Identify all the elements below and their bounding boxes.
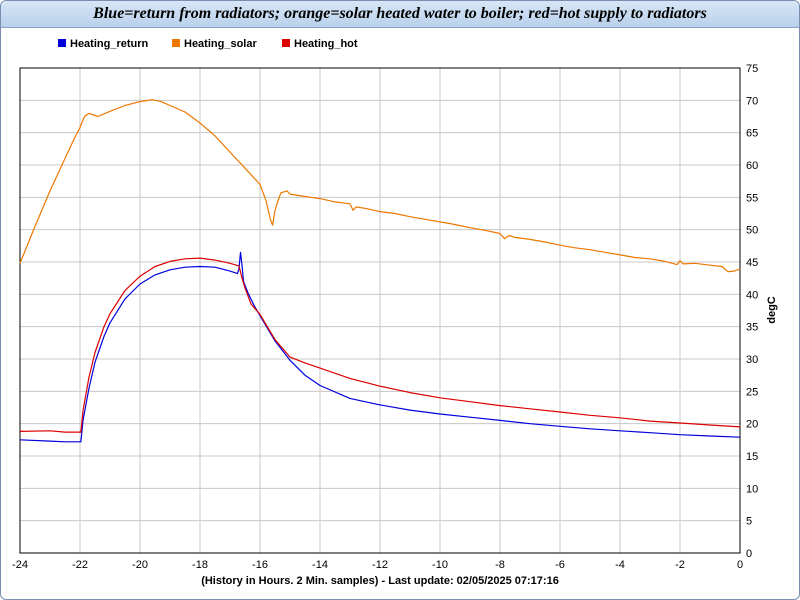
y-tick-label: 5 xyxy=(746,516,752,528)
x-axis-label: (History in Hours. 2 Min. samples) - Las… xyxy=(201,575,559,587)
series-line-heating-solar xyxy=(19,99,741,273)
tick-labels: -24 -22 -20 -18 -16 -14 -12 -10 -8 -6 -4 -2 00510152… xyxy=(12,63,758,571)
x-tick-label: -20 xyxy=(132,559,148,571)
series-lines xyxy=(19,99,741,443)
legend-label: Heating_hot xyxy=(294,38,358,50)
x-tick-label: -16 xyxy=(252,559,268,571)
title-bar xyxy=(1,1,799,28)
legend-swatch xyxy=(282,39,290,47)
chart-title: Blue=return from radiators; orange=solar… xyxy=(93,5,707,22)
y-tick-label: 75 xyxy=(746,63,758,75)
legend-label: Heating_solar xyxy=(184,38,257,50)
x-tick-label: -22 xyxy=(72,559,88,571)
legend-swatch xyxy=(172,39,180,47)
y-tick-label: 15 xyxy=(746,451,758,463)
y-tick-label: 25 xyxy=(746,386,758,398)
y-tick-label: 35 xyxy=(746,322,758,334)
x-tick-label: -4 xyxy=(615,559,625,571)
y-axis-label: degC xyxy=(766,296,778,324)
x-tick-label: -2 xyxy=(675,559,685,571)
y-tick-label: 30 xyxy=(746,354,758,366)
x-tick-label: -12 xyxy=(372,559,388,571)
series-line-heating-hot xyxy=(19,257,741,433)
x-tick-label: -6 xyxy=(555,559,565,571)
y-tick-label: 40 xyxy=(746,289,758,301)
y-tick-label: 10 xyxy=(746,483,758,495)
legend-swatch xyxy=(58,39,66,47)
x-tick-label: -18 xyxy=(192,559,208,571)
plot-border xyxy=(19,67,741,554)
y-tick-label: 55 xyxy=(746,192,758,204)
y-tick-label: 65 xyxy=(746,128,758,140)
x-tick-label: -14 xyxy=(312,559,328,571)
x-tick-label: -10 xyxy=(432,559,448,571)
x-tick-label: -24 xyxy=(12,559,28,571)
y-tick-label: 0 xyxy=(746,548,752,560)
y-tick-label: 60 xyxy=(746,160,758,172)
legend-label: Heating_return xyxy=(70,38,149,50)
y-tick-label: 45 xyxy=(746,257,758,269)
y-tick-label: 20 xyxy=(746,419,758,431)
x-tick-label: 0 xyxy=(737,559,743,571)
x-tick-label: -8 xyxy=(495,559,505,571)
y-tick-label: 70 xyxy=(746,95,758,107)
y-tick-label: 50 xyxy=(746,225,758,237)
